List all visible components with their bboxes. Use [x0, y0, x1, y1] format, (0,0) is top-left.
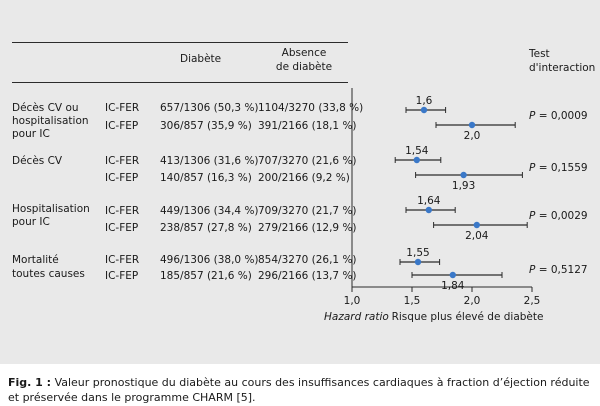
- caption-text: Valeur pronostique du diabète au cours d…: [8, 376, 590, 404]
- header-absence-line2: de diabète: [275, 61, 333, 73]
- diabete-value: 238/857 (27,8 %): [160, 222, 252, 234]
- x-tick-label: 2,0: [464, 295, 481, 307]
- absence-value: 1104/3270 (33,8 %): [258, 102, 364, 114]
- group-label: IC-FER: [105, 155, 140, 167]
- x-tick-label: 2,5: [524, 295, 541, 307]
- group-label: IC-FER: [105, 102, 140, 114]
- group-label: IC-FEP: [105, 172, 139, 184]
- top-rule: [12, 42, 348, 43]
- absence-value: 709/3270 (21,7 %): [258, 205, 357, 217]
- diabete-value: 496/1306 (38,0 %): [160, 254, 259, 266]
- caption-label: Fig. 1 :: [8, 376, 52, 389]
- data-label: 1,55: [406, 247, 429, 259]
- data-label: 1,54: [405, 145, 429, 157]
- data-label: 2,04: [465, 230, 489, 242]
- hazard-ratio-point: [460, 171, 467, 179]
- outcome-label: pour IC: [12, 216, 50, 228]
- p-value-text: = 0,0009: [538, 110, 588, 122]
- data-label: 1,64: [417, 195, 441, 207]
- hazard-ratio-point: [413, 156, 420, 164]
- group-label: IC-FER: [105, 254, 140, 266]
- outcome-label: hospitalisation: [12, 115, 89, 127]
- header-test-line1: Test: [529, 48, 550, 60]
- x-axis-annotation: Risque plus élevé de diabète: [392, 311, 544, 323]
- group-label: IC-FER: [105, 205, 140, 217]
- p-value-text: = 0,0029: [538, 210, 588, 222]
- p-value-text: = 0,5127: [538, 264, 588, 276]
- absence-value: 279/2166 (12,9 %): [258, 222, 357, 234]
- hazard-ratio-point: [468, 121, 476, 129]
- data-label: 1,84: [441, 280, 465, 292]
- data-label: 1,6: [416, 95, 433, 107]
- diabete-value: 185/857 (21,6 %): [160, 270, 252, 282]
- p-value: P = 0,0009: [529, 110, 588, 122]
- x-tick-label: 1,0: [344, 295, 361, 307]
- p-symbol: P: [529, 162, 536, 174]
- x-tick-label: 1,5: [404, 295, 421, 307]
- group-label: IC-FEP: [105, 120, 139, 132]
- hazard-ratio-point: [449, 271, 456, 279]
- p-value: P = 0,1559: [529, 162, 588, 174]
- absence-value: 200/2166 (9,2 %): [258, 172, 350, 184]
- diabete-value: 657/1306 (50,3 %): [160, 102, 259, 114]
- p-symbol: P: [529, 210, 536, 222]
- data-label: 1,93: [452, 180, 475, 192]
- p-value-text: = 0,1559: [538, 162, 588, 174]
- data-label: 2,0: [464, 130, 481, 142]
- figure-panel: [0, 0, 600, 364]
- outcome-label: Mortalité: [12, 254, 59, 266]
- outcome-label: toutes causes: [12, 268, 85, 280]
- hazard-ratio-point: [420, 106, 428, 114]
- diabete-value: 306/857 (35,9 %): [160, 120, 252, 132]
- x-axis-label: Hazard ratio: [324, 311, 389, 323]
- outcome-label: Hospitalisation: [12, 203, 90, 215]
- header-rule: [12, 82, 348, 83]
- p-value: P = 0,0029: [529, 210, 588, 222]
- group-label: IC-FEP: [105, 270, 139, 282]
- group-label: IC-FEP: [105, 222, 139, 234]
- absence-value: 296/2166 (13,7 %): [258, 270, 357, 282]
- p-value: P = 0,5127: [529, 264, 588, 276]
- absence-value: 707/3270 (21,6 %): [258, 155, 357, 167]
- figure-caption: Fig. 1 : Valeur pronostique du diabète a…: [8, 375, 596, 405]
- hazard-ratio-point: [414, 258, 422, 266]
- diabete-value: 449/1306 (34,4 %): [160, 205, 259, 217]
- p-symbol: P: [529, 264, 536, 276]
- absence-value: 854/3270 (26,1 %): [258, 254, 357, 266]
- header-absence-line1: Absence: [281, 47, 327, 59]
- outcome-label: Décès CV ou: [12, 102, 79, 114]
- outcome-label: pour IC: [12, 128, 50, 140]
- header-test-line2: d'interaction: [529, 62, 596, 74]
- diabete-value: 140/857 (16,3 %): [160, 172, 252, 184]
- absence-value: 391/2166 (18,1 %): [258, 120, 357, 132]
- p-symbol: P: [529, 110, 536, 122]
- diabete-value: 413/1306 (31,6 %): [160, 155, 259, 167]
- header-diabete: Diabète: [180, 53, 222, 65]
- outcome-label: Décès CV: [12, 155, 63, 167]
- forest-plot: 1,0 1,5 2,0 2,5 Hazard ratio Risque plus élev…: [324, 88, 544, 323]
- hazard-ratio-point: [473, 221, 480, 229]
- hazard-ratio-point: [425, 206, 432, 214]
